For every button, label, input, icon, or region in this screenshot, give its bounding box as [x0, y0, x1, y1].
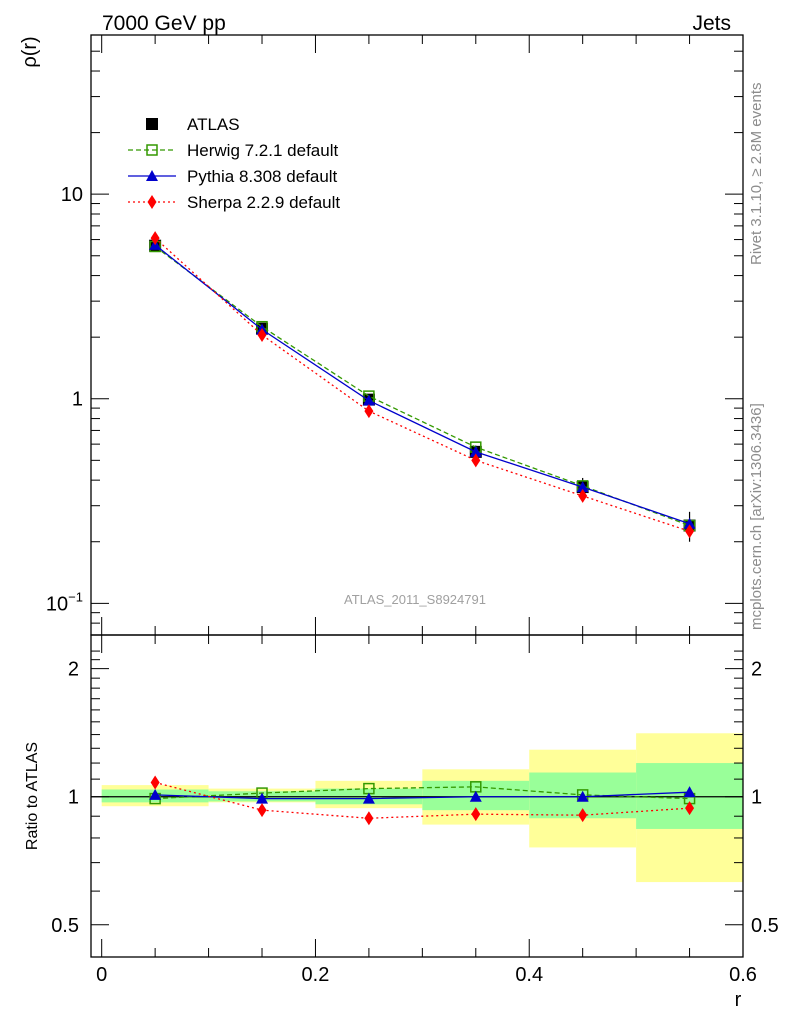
ratio-point-sherpa [685, 801, 695, 816]
ratio-y-tick-label-right: 0.5 [751, 915, 779, 937]
main-point-sherpa [257, 327, 267, 342]
watermark: ATLAS_2011_S8924791 [344, 592, 486, 607]
main-y-axis-label: ρ(r) [19, 36, 41, 67]
x-axis-label: r [735, 989, 742, 1011]
header-left: 7000 GeV pp [102, 12, 226, 35]
ratio-y-tick-label-left: 1 [68, 787, 79, 809]
ratio-y-tick-label-right: 2 [751, 659, 762, 681]
main-y-tick-label: 10−1 [46, 589, 83, 615]
main-line-herwig [154, 245, 690, 527]
legend-label-atlas: ATLAS [187, 115, 240, 134]
ratio-point-pythia [362, 792, 375, 804]
legend-label-sherpa: Sherpa 2.2.9 default [187, 193, 340, 212]
ratio-point-pythia [149, 788, 162, 800]
ratio-y-tick-label-left: 0.5 [51, 915, 79, 937]
x-tick-label: 0.6 [729, 964, 757, 986]
main-point-sherpa [578, 488, 588, 503]
main-line-pythia [154, 244, 690, 525]
ratio-plot-frame [90, 634, 744, 958]
ratio-y-tick-label-right: 1 [751, 787, 762, 809]
x-tick-label: 0 [96, 964, 107, 986]
ratio-point-pythia [576, 790, 589, 802]
main-y-tick-label: 10 [61, 184, 83, 206]
ratio-point-pythia [469, 790, 482, 802]
legend-label-pythia: Pythia 8.308 default [187, 167, 338, 186]
ratio-uncertainty-bands [101, 733, 743, 883]
main-series-herwig [149, 240, 696, 532]
ratio-series-pythia [149, 786, 696, 804]
ratio-point-sherpa [578, 808, 588, 823]
side-label-top: Rivet 3.1.10, ≥ 2.8M events [748, 83, 765, 266]
main-line-sherpa [154, 237, 690, 532]
ratio-line-pythia [155, 791, 690, 800]
main-point-pythia [576, 481, 589, 493]
series-layer [149, 231, 696, 826]
main-series-pythia [149, 238, 696, 529]
ratio-point-sherpa [150, 775, 160, 790]
ratio-point-sherpa [471, 807, 481, 822]
x-tick-label: 0.2 [302, 964, 330, 986]
main-y-tick-label: 1 [72, 389, 83, 411]
legend-label-herwig: Herwig 7.2.1 default [187, 141, 338, 160]
legend-marker-herwig [146, 144, 158, 156]
main-point-pythia [469, 445, 482, 457]
x-tick-label: 0.4 [515, 964, 543, 986]
ratio-point-pythia [256, 792, 269, 804]
legend: ATLAS Herwig 7.2.1 default Pythia 8.308 de… [128, 115, 340, 212]
side-label-bottom: mcplots.cern.ch [arXiv:1306.3436] [748, 403, 765, 630]
legend-marker-pythia [146, 170, 158, 181]
legend-marker-sherpa [147, 195, 157, 209]
main-point-pythia [683, 517, 696, 529]
main-series-sherpa [150, 231, 695, 539]
legend-marker-atlas [146, 118, 158, 130]
main-point-sherpa [364, 404, 374, 419]
header-right: Jets [692, 12, 731, 35]
main-series-atlas [149, 239, 696, 542]
ratio-point-sherpa [364, 811, 374, 826]
main-point-pythia [362, 394, 375, 406]
ratio-point-sherpa [257, 803, 267, 818]
ratio-y-axis-label: Ratio to ATLAS [24, 742, 41, 850]
ratio-line-sherpa [154, 781, 690, 819]
ratio-line-herwig [155, 786, 690, 800]
ratio-point-pythia [683, 786, 696, 798]
ratio-y-tick-label-left: 2 [68, 659, 79, 681]
main-point-sherpa [685, 524, 695, 539]
ratio-series-sherpa [150, 775, 695, 826]
axes: 10−1 1 10 0.5 0.5 1 1 2 2 0 0.2 0.4 0.6 [46, 34, 779, 986]
main-point-sherpa [471, 453, 481, 468]
main-point-sherpa [150, 231, 160, 246]
